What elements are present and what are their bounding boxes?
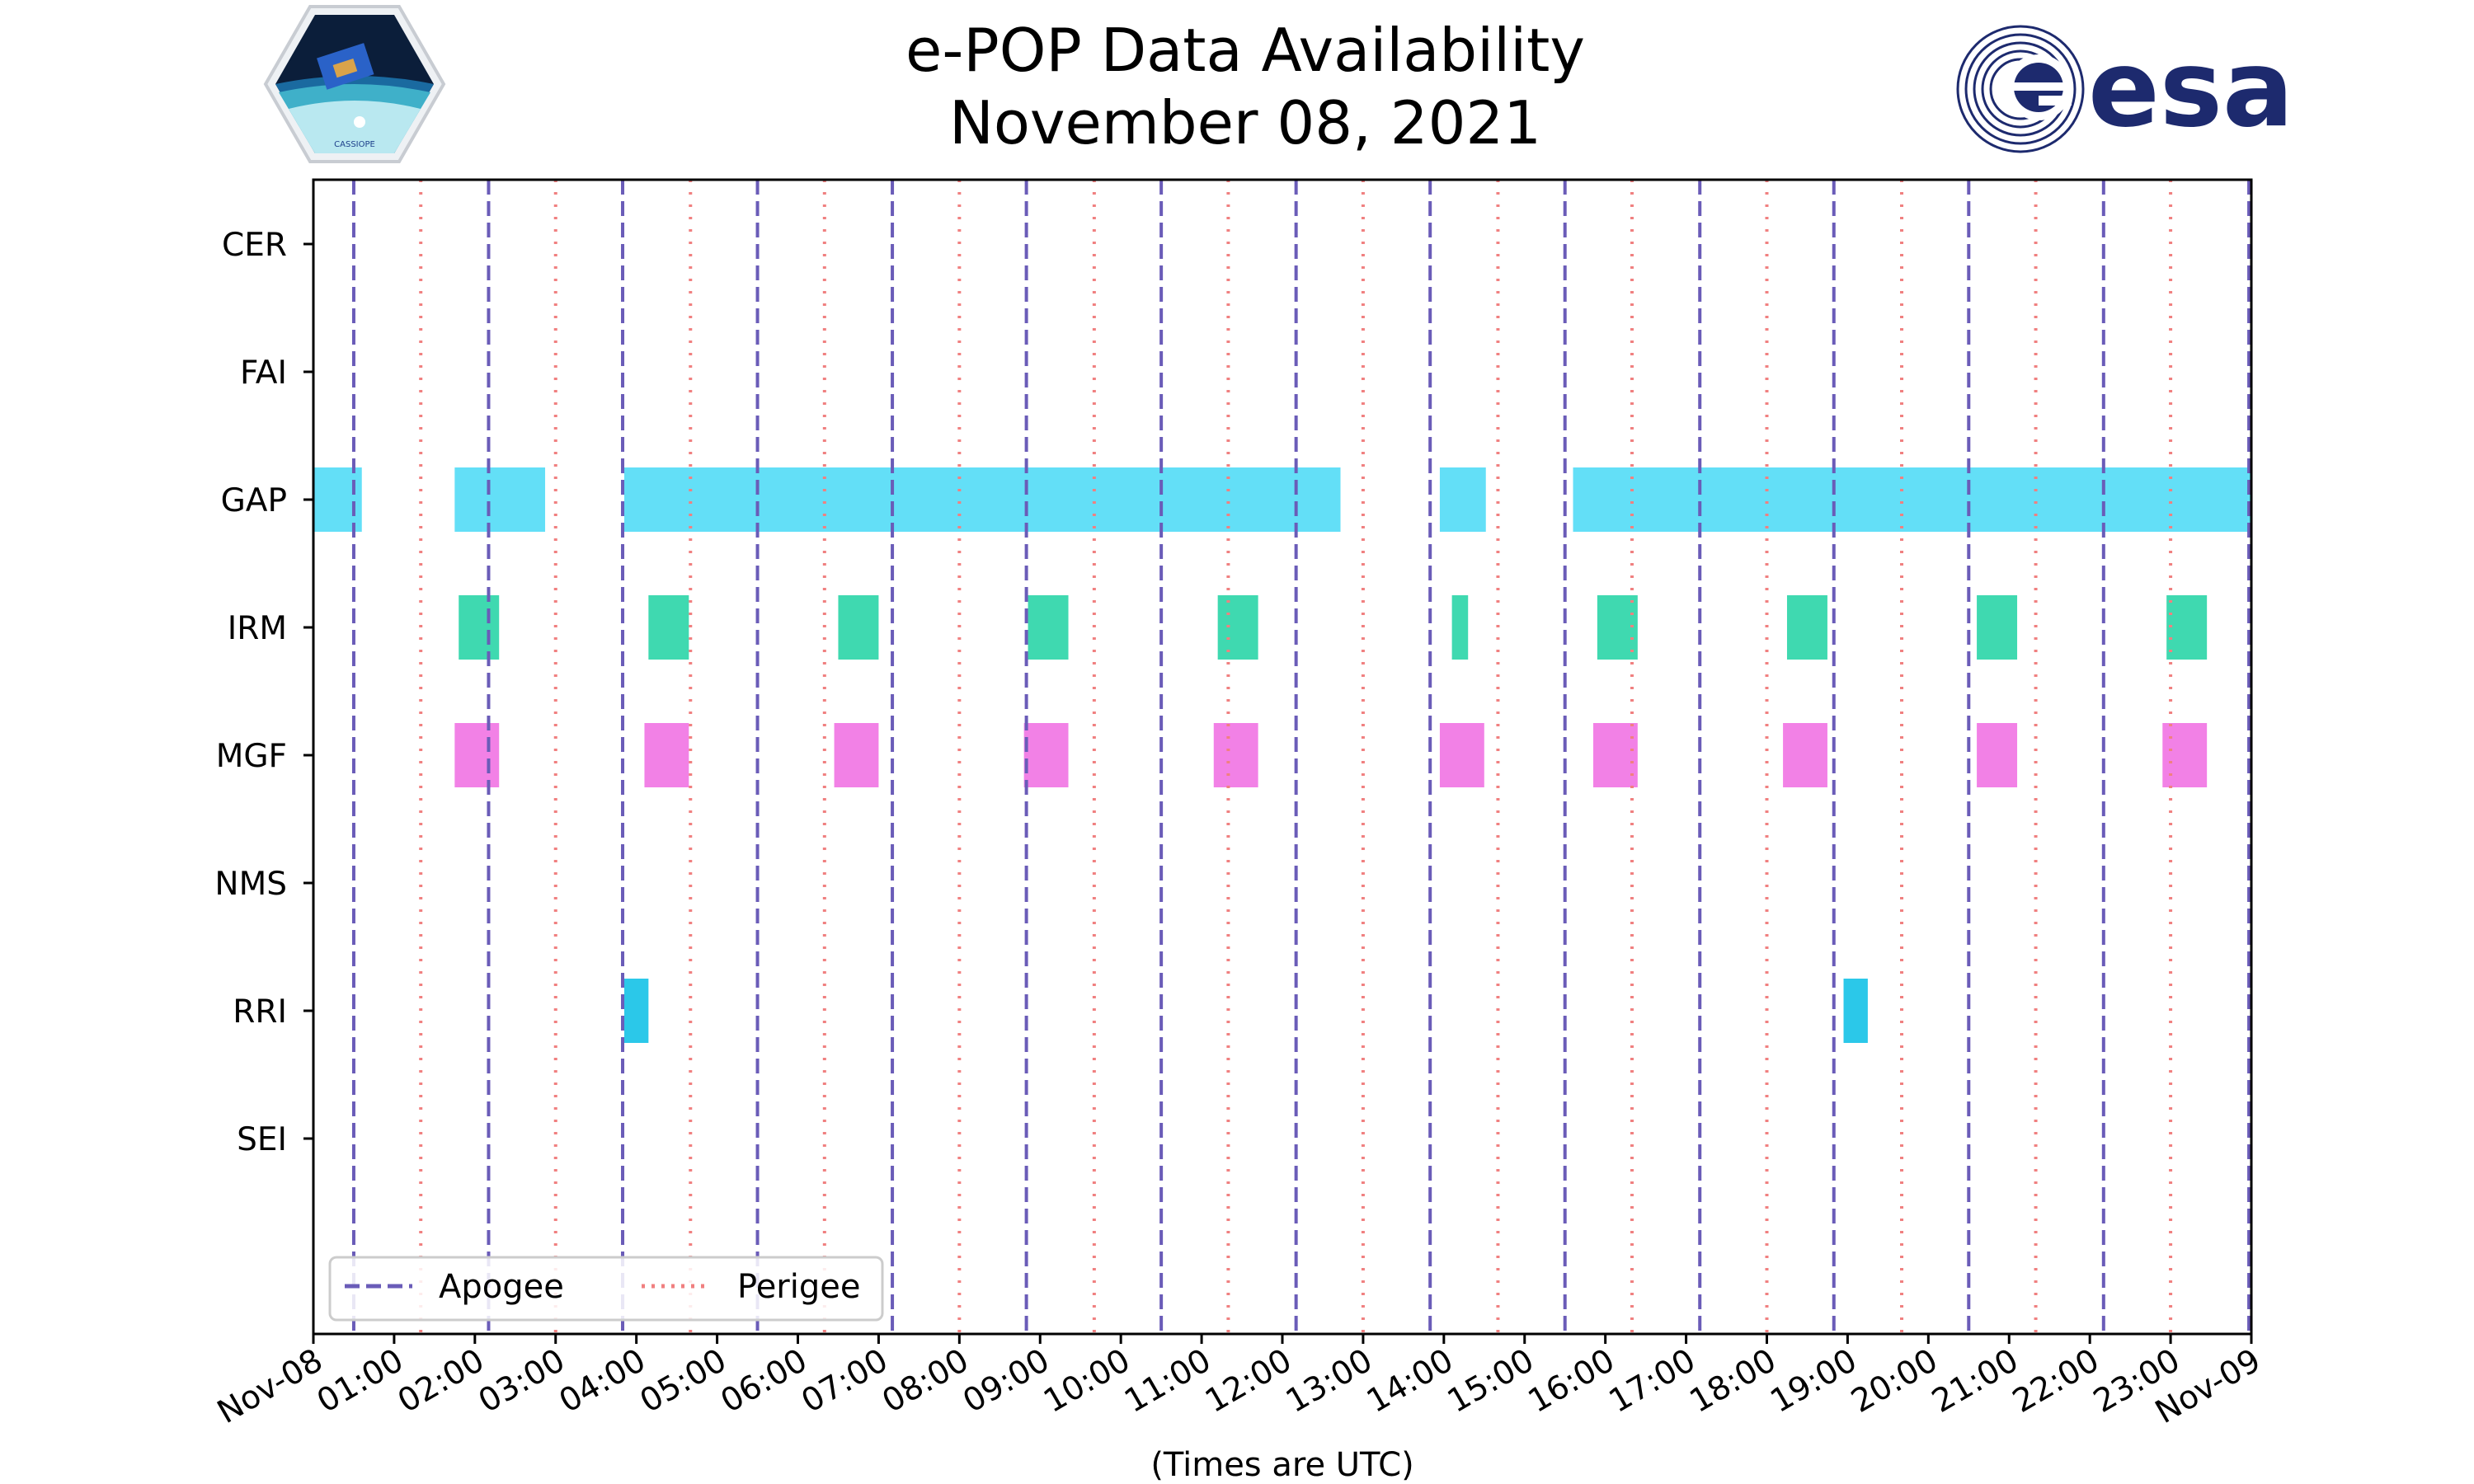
bar-mgf-3 [1023,723,1069,787]
y-tick-label-rri: RRI [233,993,287,1031]
x-axis: Nov-0801:0002:0003:0004:0005:0006:0007:0… [211,1334,2267,1431]
legend-apogee-label: Apogee [439,1268,564,1306]
x-tick-label-15: 15:00 [1442,1342,1540,1421]
bar-gap-2 [623,467,1341,532]
orbit-lines [351,180,2251,1334]
x-tick-label-11: 11:00 [1118,1342,1217,1421]
bar-gap-4 [1573,467,2251,532]
x-tick-label-8: 08:00 [876,1342,975,1421]
x-tick-label-18: 18:00 [1684,1342,1783,1421]
y-tick-label-irm: IRM [228,610,287,647]
bar-mgf-0 [454,723,500,787]
x-axis-label: (Times are UTC) [1150,1446,1413,1484]
bar-irm-3 [1028,595,1069,660]
y-axis: CER FAI GAP IRM MGF NMS RRI SEI [214,227,313,1158]
bar-irm-1 [648,595,689,660]
bar-mgf-8 [1977,723,2018,787]
legend: Apogee Perigee [328,1256,884,1322]
y-tick-label-nms: NMS [214,866,287,903]
x-tick-label-16: 16:00 [1522,1342,1621,1421]
x-tick-label-14: 14:00 [1361,1342,1460,1421]
x-tick-label-0: Nov-08 [211,1342,329,1431]
bar-irm-4 [1217,595,1258,660]
x-tick-label-3: 03:00 [473,1342,571,1421]
bar-mgf-1 [644,723,689,787]
x-tick-label-10: 10:00 [1037,1342,1136,1421]
bar-gap-1 [454,467,546,532]
x-tick-label-12: 12:00 [1199,1342,1298,1421]
x-tick-label-1: 01:00 [311,1342,410,1421]
bar-mgf-4 [1213,723,1258,787]
bar-irm-9 [2166,595,2208,660]
y-tick-label-gap: GAP [221,482,287,519]
bar-rri-0 [623,979,649,1043]
bar-irm-7 [1786,595,1827,660]
bar-mgf-7 [1783,723,1827,787]
x-tick-label-9: 09:00 [957,1342,1056,1421]
x-tick-label-7: 07:00 [796,1342,895,1421]
x-tick-label-6: 06:00 [715,1342,814,1421]
bar-gap-3 [1439,467,1486,532]
x-tick-label-19: 19:00 [1765,1342,1864,1421]
x-tick-label-4: 04:00 [553,1342,652,1421]
bar-mgf-6 [1592,723,1638,787]
bar-mgf-9 [2162,723,2208,787]
cassiope-logo: CASSIOPE [263,5,446,163]
x-tick-label-2: 02:00 [392,1342,491,1421]
chart-subtitle: November 08, 2021 [949,88,1541,157]
x-tick-label-13: 13:00 [1280,1342,1379,1421]
y-tick-label-sei: SEI [237,1121,287,1158]
esa-logo-text: esa [2088,28,2293,151]
cassiope-logo-text: CASSIOPE [334,140,375,149]
x-tick-label-17: 17:00 [1603,1342,1702,1421]
plot-frame [312,178,2253,1336]
x-tick-label-22: 22:00 [2006,1342,2105,1421]
bar-irm-0 [459,595,500,660]
x-tick-label-21: 21:00 [1926,1342,2025,1421]
legend-box [328,1256,884,1322]
chart-title: e-POP Data Availability [905,16,1585,85]
bar-gap-0 [313,467,362,532]
y-tick-label-mgf: MGF [216,738,287,775]
bar-irm-2 [838,595,879,660]
esa-logo: esa [1956,25,2293,153]
legend-perigee-label: Perigee [737,1268,860,1306]
bar-mgf-2 [834,723,879,787]
bar-irm-5 [1451,595,1469,660]
data-bars [313,467,2251,1043]
x-tick-label-20: 20:00 [1845,1342,1944,1421]
esa-swirl-icon [1956,25,2085,153]
y-tick-label-fai: FAI [240,355,287,392]
bar-irm-8 [1977,595,2018,660]
x-tick-label-5: 05:00 [634,1342,733,1421]
bar-rri-1 [1843,979,1868,1043]
y-tick-label-cer: CER [222,227,287,264]
bar-mgf-5 [1439,723,1484,787]
